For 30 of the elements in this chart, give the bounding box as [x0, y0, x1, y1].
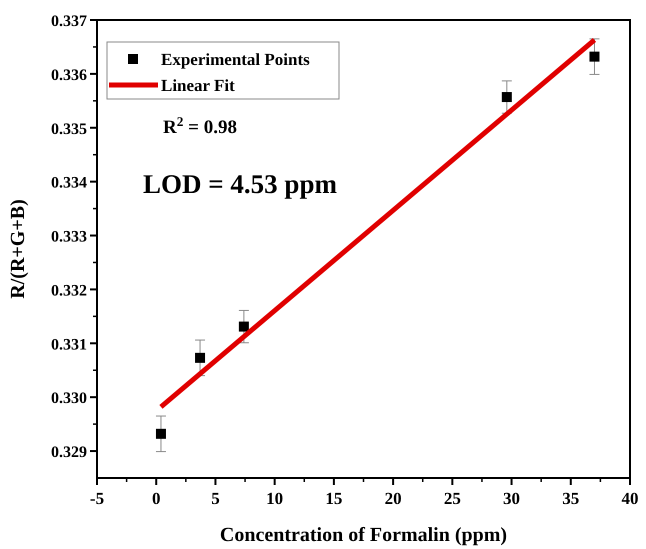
- x-tick-label: 15: [325, 489, 342, 508]
- x-axis-title: Concentration of Formalin (ppm): [220, 524, 508, 546]
- point: [195, 352, 206, 363]
- x-tick-label: 20: [384, 489, 402, 508]
- x-tick-label: 5: [211, 489, 220, 508]
- point: [502, 92, 512, 102]
- legend-label: Experimental Points: [161, 50, 310, 69]
- x-tick-label: 25: [444, 489, 461, 508]
- y-tick-label: 0.337: [51, 13, 87, 30]
- y-tick-label: 0.330: [51, 390, 87, 408]
- x-tick-label: 40: [622, 489, 638, 508]
- annotation: R$^{2}$ = 0.98: [163, 114, 237, 138]
- y-tick-label: 0.336: [51, 66, 87, 84]
- y-tick-label: 0.333: [51, 228, 87, 246]
- annotation: LOD = 4.53 ppm: [143, 169, 338, 199]
- legend-label: Linear Fit: [161, 76, 236, 95]
- x-tick-label: 30: [503, 489, 520, 508]
- y-tick-label: 0.331: [51, 336, 87, 354]
- x-tick-label: 10: [266, 489, 284, 508]
- x-tick-label: 0: [152, 489, 160, 508]
- y-tick-label: 0.334: [51, 174, 87, 192]
- y-tick-label: 0.329: [51, 444, 87, 462]
- point: [589, 52, 600, 62]
- y-tick-label: 0.335: [51, 120, 87, 138]
- point: [156, 428, 166, 439]
- y-tick-label: 0.332: [51, 282, 87, 300]
- x-tick-label: 35: [562, 489, 580, 508]
- x-tick-label: -5: [90, 489, 104, 508]
- point: [238, 322, 249, 332]
- y-axis-title: R/(R+G+B): [7, 199, 29, 299]
